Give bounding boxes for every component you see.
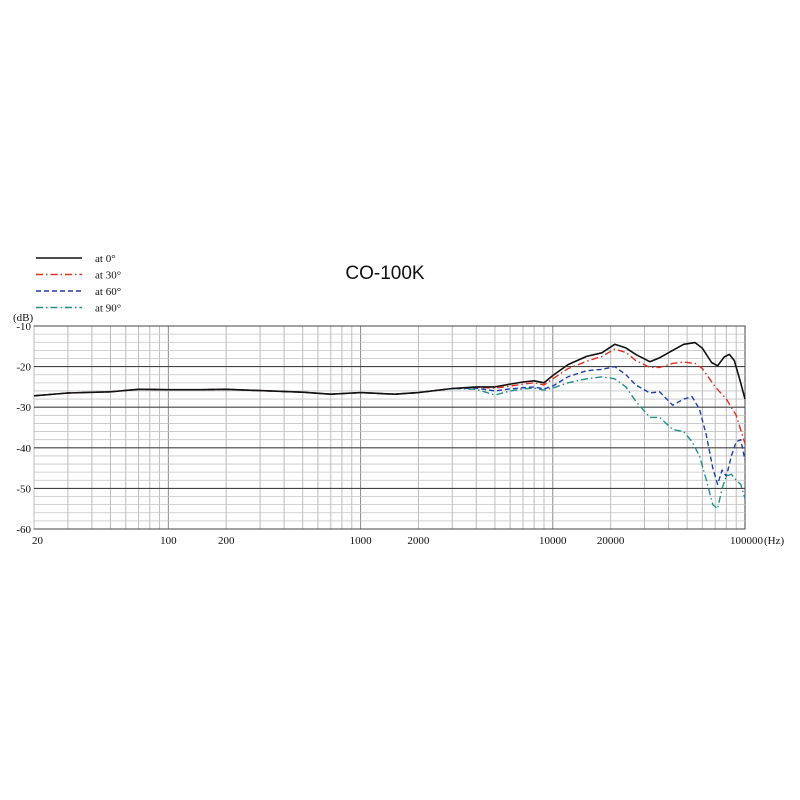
plot-grid	[33, 325, 746, 530]
x-tick-labels: 20 100 200 1000 2000 10000 20000 100000	[32, 535, 764, 547]
x-tick-label: 2000	[407, 535, 430, 547]
legend-label: at 90°	[95, 303, 121, 315]
y-tick-labels: -10 -20 -30 -40 -50 -60	[16, 321, 31, 536]
x-tick-label: 1000	[350, 535, 373, 547]
y-tick-label: -10	[16, 321, 31, 333]
x-tick-label: 20	[32, 535, 44, 547]
y-tick-label: -20	[16, 362, 31, 374]
x-tick-label: 100	[160, 535, 177, 547]
series-line-0	[33, 341, 746, 400]
x-axis-unit: (Hz)	[764, 535, 784, 547]
legend: at 0° at 30° at 60° at 90°	[36, 253, 121, 315]
y-tick-label: -60	[16, 524, 31, 536]
legend-label: at 30°	[95, 270, 121, 282]
y-tick-label: -30	[16, 402, 31, 414]
x-tick-label: 100000	[730, 535, 764, 547]
y-tick-label: -40	[16, 443, 31, 455]
legend-label: at 0°	[95, 253, 116, 265]
legend-label: at 60°	[95, 286, 121, 298]
x-tick-label: 200	[218, 535, 235, 547]
y-axis-label: (dB)	[13, 312, 34, 324]
series-layer	[33, 341, 746, 510]
x-tick-label: 20000	[597, 535, 625, 547]
chart-title: CO-100K	[345, 263, 425, 284]
x-tick-label: 10000	[539, 535, 567, 547]
y-tick-label: -50	[16, 483, 31, 495]
